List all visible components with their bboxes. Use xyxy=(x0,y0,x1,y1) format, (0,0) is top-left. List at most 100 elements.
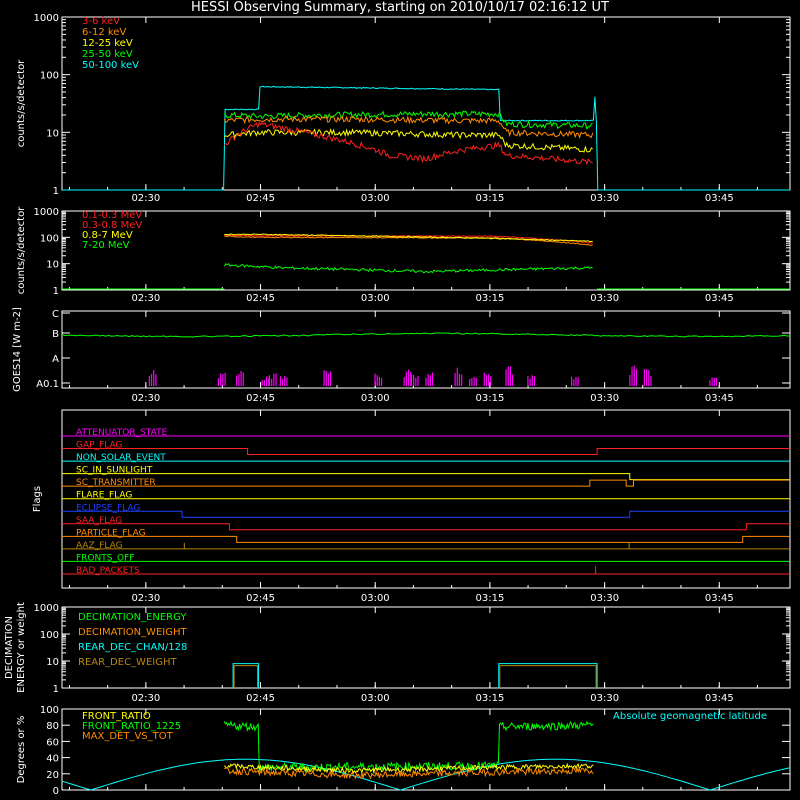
high-energy-series-0 xyxy=(224,234,593,244)
y-tick-label: 100 xyxy=(40,71,59,82)
front-ratio-series xyxy=(223,762,594,775)
flag-trace-1 xyxy=(62,448,790,456)
legend-entry-6-1: FRONT_RATIO_1225 xyxy=(82,721,181,732)
x-tick-label: 03:00 xyxy=(361,393,390,404)
rear-weight-box-1 xyxy=(499,665,597,688)
legend-entry-1-3: 25-50 keV xyxy=(82,49,133,60)
count-series-1 xyxy=(223,110,593,130)
y-axis-title-4: Flags xyxy=(32,486,43,512)
x-tick-label: 03:45 xyxy=(705,293,734,304)
x-tick-label: 03:30 xyxy=(590,593,619,604)
legend-entry-1-0: 3-6 keV xyxy=(82,16,120,27)
flag-label-2: NON_SOLAR_EVENT xyxy=(76,453,166,463)
x-tick-label: 03:00 xyxy=(361,293,390,304)
x-tick-label: 02:45 xyxy=(246,193,275,204)
y-tick-label: 40 xyxy=(46,754,59,765)
high-energy-series-2 xyxy=(224,233,593,242)
x-tick-label: 02:30 xyxy=(131,293,160,304)
legend-entry-2-0: 0.1-0.3 MeV xyxy=(82,210,142,221)
x-tick-label: 03:15 xyxy=(476,393,505,404)
flag-label-8: PARTICLE_FLAG xyxy=(76,528,146,538)
flag-trace-8 xyxy=(62,535,790,543)
flag-label-4: SC_TRANSMITTER xyxy=(76,478,156,488)
panel-frame-3 xyxy=(61,310,791,389)
geomagnetic-latitude-label: Absolute geomagnetic latitude xyxy=(613,711,767,722)
count-series-2 xyxy=(223,115,594,139)
y-tick-label: 1 xyxy=(53,286,59,297)
count-series-4 xyxy=(223,121,593,166)
y-tick-label: 10 xyxy=(46,260,59,271)
flag-trace-6 xyxy=(62,510,790,518)
flag-label-5: FLARE_FLAG xyxy=(76,491,132,501)
flag-trace-3 xyxy=(62,473,790,481)
rear-decimation-box-1 xyxy=(498,663,598,688)
y-axis-title-5b: ENERGY or weight xyxy=(16,602,27,693)
flag-label-1: GAP_FLAG xyxy=(76,441,122,451)
x-tick-label: 03:00 xyxy=(361,593,390,604)
front-ratio-1225-series xyxy=(223,720,594,773)
y-tick-label: 100 xyxy=(40,705,59,716)
y-tick-label: 10 xyxy=(46,128,59,139)
x-tick-label: 02:30 xyxy=(131,693,160,704)
flag-label-3: SC_IN_SUNLIGHT xyxy=(76,466,153,476)
high-energy-series-1 xyxy=(224,235,593,246)
panel-frame-1 xyxy=(61,16,791,191)
y-tick-label: 1000 xyxy=(34,13,59,24)
x-tick-label: 03:15 xyxy=(476,293,505,304)
y-tick-label: A0.1 xyxy=(36,379,59,390)
geomagnetic-latitude-series xyxy=(61,758,791,791)
legend-entry-6-2: MAX_DET_VS_TOT xyxy=(82,731,174,742)
y-tick-label: 60 xyxy=(46,737,59,748)
count-series-0 xyxy=(62,85,790,191)
legend-entry-5-2: REAR_DEC_CHAN/128 xyxy=(78,642,187,653)
x-tick-label: 03:30 xyxy=(590,193,619,204)
legend-entry-1-4: 50-100 keV xyxy=(82,60,139,71)
y-tick-label: 1000 xyxy=(34,603,59,614)
y-axis-title-3: GOES14 [W m-2] xyxy=(12,307,23,392)
flag-trace-7 xyxy=(62,523,790,531)
rear-decimation-box-0 xyxy=(232,663,260,688)
x-tick-label: 03:30 xyxy=(590,293,619,304)
x-tick-label: 02:30 xyxy=(131,193,160,204)
panel-frame-2 xyxy=(61,210,791,291)
y-tick-label: 20 xyxy=(46,770,59,781)
max-det-vs-tot-series xyxy=(224,766,594,780)
x-tick-label: 03:45 xyxy=(705,693,734,704)
goes-flux-series xyxy=(61,332,790,338)
legend-entry-1-2: 12-25 keV xyxy=(82,38,133,49)
x-tick-label: 03:15 xyxy=(476,693,505,704)
x-tick-label: 03:45 xyxy=(705,393,734,404)
y-tick-label: 0 xyxy=(53,786,59,797)
x-tick-label: 03:15 xyxy=(476,193,505,204)
legend-entry-2-1: 0.3-0.8 MeV xyxy=(82,220,142,231)
panel-frame-6 xyxy=(61,708,791,791)
y-axis-title-6: Degrees or % xyxy=(16,716,27,784)
y-tick-label: 100 xyxy=(40,630,59,641)
y-axis-title-1: counts/s/detector xyxy=(16,59,27,147)
rear-weight-box-0 xyxy=(233,665,259,688)
x-tick-label: 03:00 xyxy=(361,693,390,704)
count-series-3 xyxy=(224,128,593,153)
x-tick-label: 03:45 xyxy=(705,193,734,204)
y-tick-label: C xyxy=(52,309,59,320)
flag-label-0: ATTENUATOR_STATE xyxy=(76,428,168,438)
x-tick-label: 02:45 xyxy=(246,293,275,304)
legend-entry-6-0: FRONT_RATIO xyxy=(82,711,151,722)
flag-label-9: AAZ_FLAG xyxy=(76,541,123,551)
x-tick-label: 02:45 xyxy=(246,593,275,604)
chart-title: HESSI Observing Summary, starting on 201… xyxy=(191,0,609,15)
y-tick-label: A xyxy=(52,354,59,365)
y-tick-label: 80 xyxy=(46,721,59,732)
x-tick-label: 03:15 xyxy=(476,593,505,604)
flag-label-10: FRONTS_OFF xyxy=(76,553,134,563)
legend-entry-5-1: DECIMATION_WEIGHT xyxy=(78,627,187,638)
panel-frame-5 xyxy=(61,606,791,689)
flag-trace-4 xyxy=(62,479,790,487)
y-tick-label: 1000 xyxy=(34,207,59,218)
legend-entry-5-0: DECIMATION_ENERGY xyxy=(78,612,187,623)
y-axis-title-5a: DECIMATION xyxy=(4,616,15,679)
flag-label-7: SAA_FLAG xyxy=(76,516,122,526)
x-tick-label: 03:30 xyxy=(590,393,619,404)
y-tick-label: B xyxy=(52,329,59,340)
